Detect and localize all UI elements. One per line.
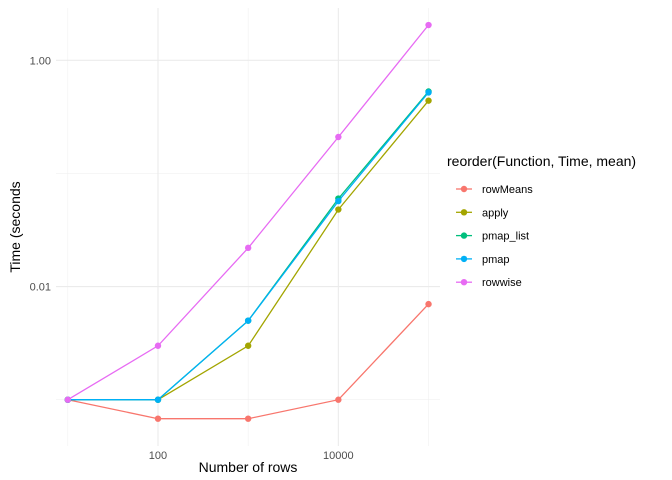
data-point-apply [335, 206, 342, 213]
data-point-rowMeans [425, 300, 432, 308]
legend-label: rowwise [482, 277, 522, 289]
legend-key-point [460, 279, 468, 286]
data-point-rowwise [244, 244, 252, 252]
legend-title: reorder(Function, Time, mean) [447, 153, 636, 169]
data-point-pmap [335, 197, 342, 205]
legend: reorder(Function, Time, mean) rowMeans ap… [447, 153, 636, 289]
data-point-rowwise [425, 21, 432, 29]
series-lines [64, 21, 432, 422]
x-axis-title: Number of rows [199, 459, 298, 475]
legend-item-pmap_list: pmap_list [456, 231, 529, 243]
data-point-rowMeans [335, 396, 342, 403]
data-point-rowMeans [154, 415, 162, 422]
axis-ticks: 100 10000 0.01 1.00 [30, 55, 354, 462]
legend-key-point [460, 232, 468, 239]
data-point-rowMeans [244, 415, 252, 422]
legend-label: apply [482, 207, 509, 219]
legend-label: pmap [482, 254, 510, 266]
legend-key-point [460, 185, 468, 193]
y-tick-label: 0.01 [30, 282, 51, 294]
legend-label: rowMeans [482, 184, 533, 196]
legend-item-apply: apply [456, 207, 509, 219]
grid-lines [56, 8, 440, 446]
data-point-rowwise [64, 396, 71, 403]
data-point-pmap [154, 396, 162, 403]
legend-key-point [460, 209, 468, 216]
data-point-rowwise [335, 133, 342, 141]
x-tick-label: 10000 [323, 450, 354, 462]
series-rowwise [64, 21, 432, 403]
legend-item-rowMeans: rowMeans [456, 184, 533, 196]
y-axis-title: Time (seconds [7, 181, 23, 272]
data-point-pmap [244, 317, 252, 324]
data-point-apply [244, 342, 252, 349]
data-point-apply [425, 97, 432, 104]
data-point-pmap [425, 89, 432, 96]
legend-key-point [460, 255, 468, 263]
y-tick-label: 1.00 [30, 55, 51, 67]
legend-item-rowwise: rowwise [456, 277, 522, 289]
legend-item-pmap: pmap [456, 254, 510, 266]
legend-label: pmap_list [482, 231, 529, 243]
x-tick-label: 100 [149, 450, 167, 462]
data-point-rowwise [154, 342, 162, 349]
